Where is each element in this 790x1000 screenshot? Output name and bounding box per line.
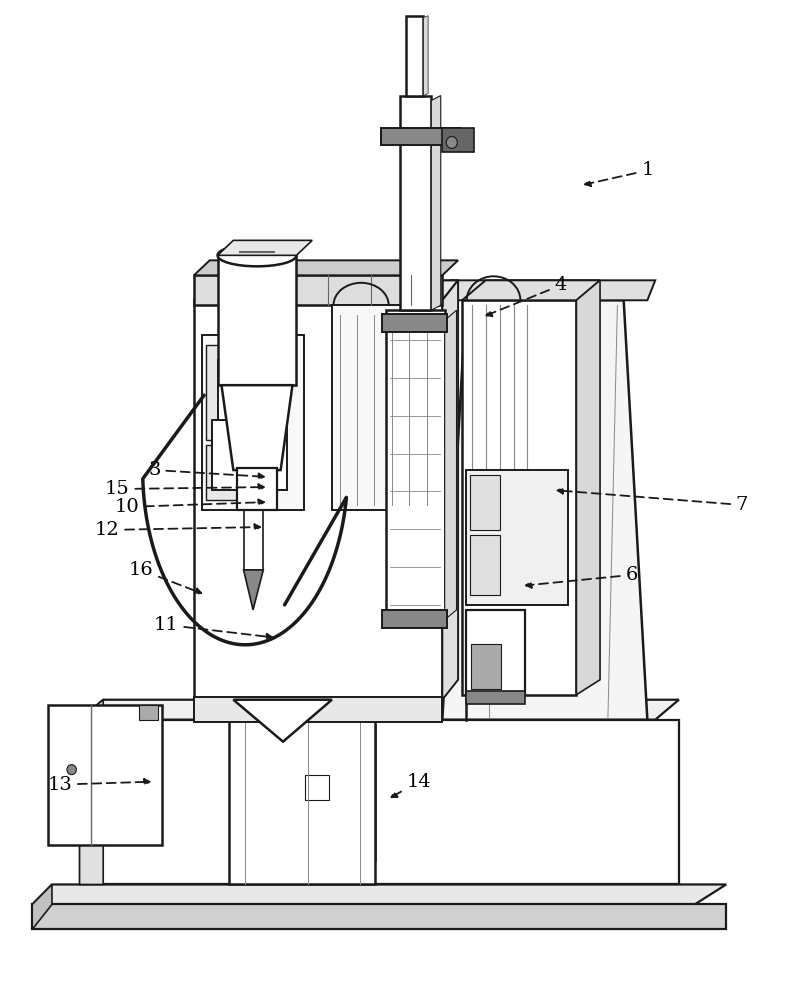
Text: 6: 6 bbox=[526, 566, 638, 588]
Text: 7: 7 bbox=[558, 488, 748, 514]
Polygon shape bbox=[80, 700, 679, 720]
Text: 14: 14 bbox=[391, 773, 431, 797]
Polygon shape bbox=[431, 96, 441, 310]
Bar bbox=[205, 345, 249, 440]
Polygon shape bbox=[462, 280, 600, 300]
Polygon shape bbox=[442, 300, 647, 720]
Polygon shape bbox=[217, 240, 312, 255]
Bar bbox=[300, 725, 375, 859]
Bar bbox=[194, 697, 442, 722]
Bar bbox=[382, 610, 447, 628]
Bar bbox=[243, 490, 263, 570]
Ellipse shape bbox=[217, 244, 296, 266]
Bar bbox=[381, 128, 460, 145]
Ellipse shape bbox=[67, 765, 77, 775]
Bar bbox=[400, 96, 431, 310]
Polygon shape bbox=[442, 280, 458, 700]
Ellipse shape bbox=[446, 137, 457, 148]
Text: 10: 10 bbox=[115, 498, 264, 516]
Text: 16: 16 bbox=[129, 561, 201, 594]
Polygon shape bbox=[194, 280, 458, 300]
Polygon shape bbox=[442, 280, 655, 300]
Polygon shape bbox=[423, 16, 428, 96]
Bar bbox=[237, 468, 276, 510]
Polygon shape bbox=[32, 904, 726, 929]
Bar bbox=[332, 305, 435, 510]
Polygon shape bbox=[139, 705, 159, 720]
Bar bbox=[205, 445, 249, 500]
Text: 4: 4 bbox=[486, 276, 566, 316]
Polygon shape bbox=[221, 385, 292, 470]
Bar bbox=[229, 715, 375, 884]
Bar bbox=[442, 128, 474, 152]
Text: 11: 11 bbox=[154, 616, 272, 639]
Bar bbox=[382, 314, 447, 332]
Bar bbox=[470, 535, 500, 595]
Text: 12: 12 bbox=[95, 521, 260, 539]
Bar bbox=[194, 275, 442, 305]
Bar bbox=[212, 420, 287, 490]
Polygon shape bbox=[32, 884, 52, 929]
Polygon shape bbox=[233, 700, 332, 742]
Text: 1: 1 bbox=[585, 161, 653, 186]
Bar bbox=[406, 16, 423, 96]
Bar bbox=[466, 691, 525, 704]
Bar bbox=[466, 470, 569, 605]
Polygon shape bbox=[194, 260, 458, 275]
Text: 13: 13 bbox=[47, 776, 149, 794]
Bar bbox=[217, 360, 282, 420]
Bar bbox=[471, 644, 501, 689]
Bar bbox=[305, 775, 329, 800]
Bar bbox=[386, 310, 445, 620]
Bar bbox=[466, 610, 525, 695]
Text: 3: 3 bbox=[149, 461, 264, 479]
Polygon shape bbox=[577, 280, 600, 695]
Bar bbox=[194, 300, 442, 700]
Bar bbox=[48, 705, 163, 845]
Polygon shape bbox=[32, 884, 726, 904]
Polygon shape bbox=[243, 570, 263, 610]
Bar bbox=[217, 255, 296, 385]
Bar bbox=[470, 475, 500, 530]
Polygon shape bbox=[445, 310, 457, 620]
Text: 15: 15 bbox=[105, 480, 264, 498]
Polygon shape bbox=[80, 700, 103, 884]
Bar bbox=[201, 335, 304, 510]
Polygon shape bbox=[80, 720, 679, 884]
Bar bbox=[462, 300, 577, 695]
